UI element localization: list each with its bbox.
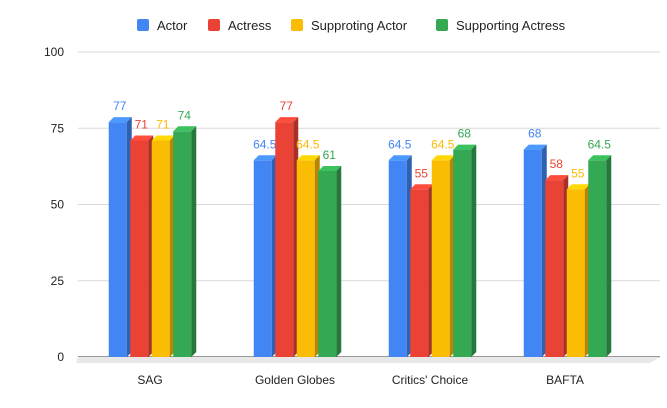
bar — [588, 160, 607, 357]
data-label: 64.5 — [296, 137, 320, 151]
y-tick-label: 100 — [44, 45, 64, 59]
data-label: 64.5 — [431, 137, 455, 151]
bar-top — [566, 184, 590, 190]
bar — [253, 160, 272, 357]
bar — [296, 160, 315, 357]
bar-top — [173, 126, 197, 132]
data-label: 71 — [156, 117, 170, 131]
data-label: 55 — [415, 166, 429, 180]
bar-top — [545, 175, 569, 181]
x-tick-label: Critics' Choice — [392, 373, 469, 387]
x-tick-label: SAG — [137, 373, 162, 387]
bar-top — [296, 155, 320, 161]
legend-label: Supproting Actor — [311, 18, 408, 33]
bar-top — [588, 155, 612, 161]
data-label: 55 — [571, 166, 585, 180]
bar — [388, 160, 407, 357]
bar-top — [388, 155, 412, 161]
bar — [173, 131, 192, 357]
data-label: 64.5 — [588, 137, 612, 151]
data-label: 74 — [178, 108, 192, 122]
bar-side — [191, 126, 197, 357]
legend-swatch — [137, 19, 149, 31]
bar-top — [275, 117, 299, 123]
bar-top — [130, 135, 154, 141]
y-tick-label: 25 — [51, 274, 65, 288]
bar — [151, 140, 170, 357]
bar-top — [318, 165, 342, 171]
bar — [130, 140, 149, 357]
legend-swatch — [291, 19, 303, 31]
data-label: 71 — [135, 117, 149, 131]
y-tick-label: 75 — [51, 121, 65, 135]
bar-top — [410, 184, 434, 190]
bar-side — [336, 165, 342, 357]
data-label: 58 — [550, 157, 564, 171]
x-tick-label: Golden Globes — [255, 373, 335, 387]
legend-label: Actor — [157, 18, 188, 33]
x-tick-label: BAFTA — [546, 373, 584, 387]
bar-top — [453, 144, 477, 150]
legend-label: Actress — [228, 18, 272, 33]
data-label: 77 — [113, 99, 127, 113]
bar-side — [471, 144, 477, 357]
bar-top — [108, 117, 132, 123]
bar — [431, 160, 450, 357]
bar-top — [253, 155, 277, 161]
bar-side — [606, 155, 612, 357]
bar-top — [523, 144, 547, 150]
bar — [566, 189, 585, 357]
bar-top — [431, 155, 455, 161]
data-label: 68 — [528, 127, 542, 141]
bar — [545, 180, 564, 357]
legend-swatch — [208, 19, 220, 31]
data-label: 68 — [458, 127, 472, 141]
y-tick-label: 0 — [57, 350, 64, 364]
bar-top — [151, 135, 175, 141]
bar — [275, 122, 294, 358]
bar — [523, 149, 542, 357]
bar — [318, 170, 337, 357]
bar — [453, 149, 472, 357]
bar — [108, 122, 127, 358]
legend-swatch — [436, 19, 448, 31]
bar — [410, 189, 429, 357]
data-label: 77 — [280, 99, 294, 113]
y-tick-label: 50 — [51, 198, 65, 212]
data-label: 64.5 — [388, 137, 412, 151]
data-label: 61 — [323, 148, 337, 162]
chart-floor — [76, 357, 660, 363]
data-label: 64.5 — [253, 137, 277, 151]
legend-label: Supporting Actress — [456, 18, 566, 33]
